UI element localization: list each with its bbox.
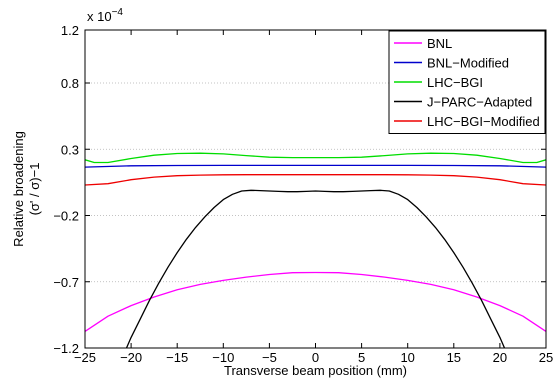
x-tick-label: 10 bbox=[400, 350, 414, 365]
y-tick-label: 1.2 bbox=[61, 23, 79, 38]
tick-labels: −25 −20 −15 −10 −5 0 5 10 15 20 25 −1.2 −0.7 −0.2 0.3 0… bbox=[53, 23, 553, 365]
y-axis-label: Relative broadening (σ' / σ)−1 bbox=[11, 131, 42, 247]
legend-label: J−PARC−Adapted bbox=[427, 95, 532, 110]
series-line-lhc-bgi-modified bbox=[85, 174, 546, 186]
x-tick-label: −20 bbox=[120, 350, 142, 365]
x-tick-label: 5 bbox=[358, 350, 365, 365]
series-line-lhc-bgi bbox=[85, 152, 546, 164]
series-line-bnl bbox=[85, 271, 546, 332]
x-tick-label: −25 bbox=[74, 350, 96, 365]
legend: BNL BNL−Modified LHC−BGI J−PARC−Adapted LHC−… bbox=[388, 30, 546, 134]
y-tick-label: −1.2 bbox=[53, 341, 79, 356]
y-tick-label: 0.8 bbox=[61, 76, 79, 91]
exponent-power: −4 bbox=[112, 7, 124, 18]
series-line-bnl-modified bbox=[85, 164, 546, 168]
legend-label: LHC−BGI bbox=[427, 75, 483, 90]
legend-label: LHC−BGI−Modified bbox=[427, 114, 540, 129]
y-axis-label-line-1: Relative broadening bbox=[11, 131, 26, 247]
y-axis-label-line-2: (σ' / σ)−1 bbox=[27, 163, 42, 216]
legend-label: BNL bbox=[427, 36, 452, 51]
exponent-label: x 10−4 bbox=[87, 7, 123, 24]
y-tick-label: −0.7 bbox=[53, 275, 79, 290]
x-tick-label: −5 bbox=[262, 350, 277, 365]
y-tick-label: 0.3 bbox=[61, 142, 79, 157]
x-tick-label: −15 bbox=[166, 350, 188, 365]
series-line-j-parc-adapted bbox=[125, 189, 506, 348]
x-tick-label: 0 bbox=[312, 350, 319, 365]
x-tick-label: 25 bbox=[539, 350, 553, 365]
plot-lines bbox=[85, 152, 546, 348]
x-tick-label: 15 bbox=[447, 350, 461, 365]
ticks bbox=[84, 29, 547, 349]
x-tick-label: 20 bbox=[493, 350, 507, 365]
exponent-base: x 10 bbox=[87, 9, 112, 24]
legend-label: BNL−Modified bbox=[427, 56, 509, 71]
x-tick-label: −10 bbox=[212, 350, 234, 365]
x-axis-label: Transverse beam position (mm) bbox=[224, 363, 407, 378]
y-tick-label: −0.2 bbox=[53, 209, 79, 224]
